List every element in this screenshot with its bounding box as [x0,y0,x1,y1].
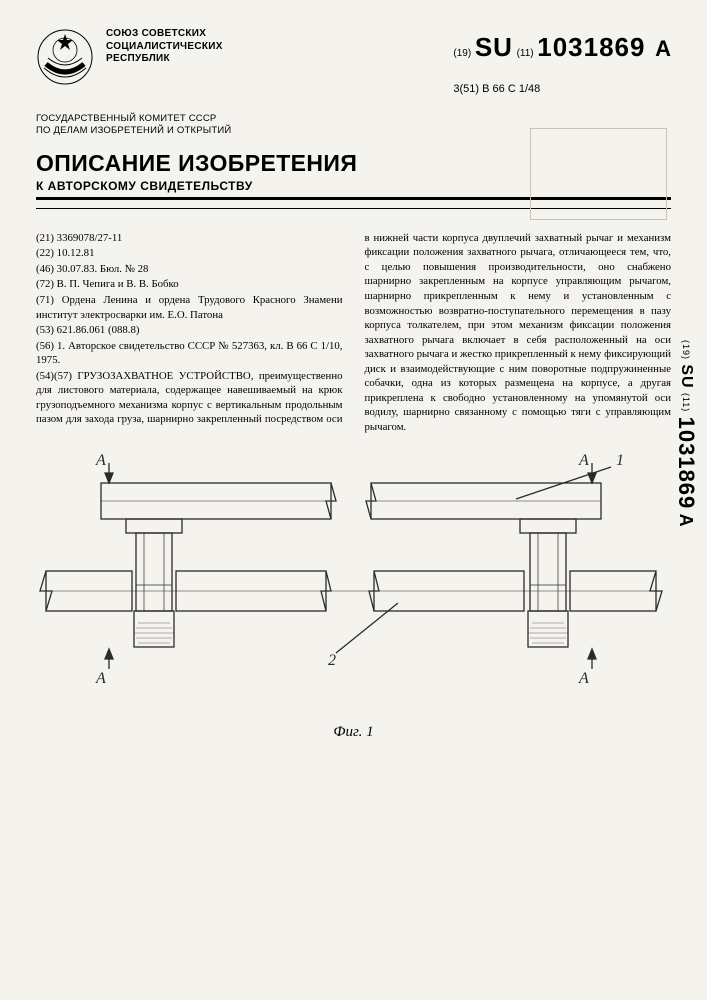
section-label-A-tl: A [95,453,106,469]
section-label-A-tr: A [578,453,589,469]
stamp-box [530,128,667,220]
ussr-emblem-icon [36,28,94,86]
field-46: (46) 30.07.83. Бюл. № 28 [36,262,343,277]
section-label-A-bl: A [95,670,106,687]
code19: (19) [453,48,471,59]
ref-1: 1 [616,453,624,469]
code11: (11) [517,48,534,59]
field-21: (21) 3369078/27-11 [36,231,343,246]
field-72: (72) В. П. Чепига и В. В. Бобко [36,277,343,292]
figure-drawing: A A A A 1 2 [36,453,666,713]
kind-code: A [655,36,671,61]
side-doc-code: (19) SU (11) 1031869 A [673,340,699,528]
field-53: (53) 621.86.061 (088.8) [36,323,343,338]
committee-line1: ГОСУДАРСТВЕННЫЙ КОМИТЕТ СССР [36,113,671,125]
field-56: (56) 1. Авторское свидетельство СССР № 5… [36,339,343,368]
issuer-line2: СОЦИАЛИСТИЧЕСКИХ [106,41,441,54]
doc-number-block: (19) SU (11) 1031869 A 3(51) B 66 C 1/48 [453,28,671,95]
issuer-block: СОЮЗ СОВЕТСКИХ СОЦИАЛИСТИЧЕСКИХ РЕСПУБЛИ… [106,28,441,66]
issuer-line1: СОЮЗ СОВЕТСКИХ [106,28,441,41]
classification: 3(51) B 66 C 1/48 [453,83,671,95]
body-columns: (21) 3369078/27-11 (22) 10.12.81 (46) 30… [36,231,671,435]
figure-1: A A A A 1 2 Фиг. 1 [36,453,671,741]
header-row: СОЮЗ СОВЕТСКИХ СОЦИАЛИСТИЧЕСКИХ РЕСПУБЛИ… [36,28,671,95]
field-22: (22) 10.12.81 [36,246,343,261]
section-label-A-br: A [578,670,589,687]
country: SU [475,32,513,62]
ref-2: 2 [328,652,336,669]
field-71: (71) Ордена Ленина и ордена Трудового Кр… [36,293,343,322]
page: СОЮЗ СОВЕТСКИХ СОЦИАЛИСТИЧЕСКИХ РЕСПУБЛИ… [0,0,707,761]
issuer-line3: РЕСПУБЛИК [106,53,441,66]
doc-number: (19) SU (11) 1031869 A [453,32,671,63]
patent-number: 1031869 [537,32,645,62]
figure-caption: Фиг. 1 [36,724,671,741]
